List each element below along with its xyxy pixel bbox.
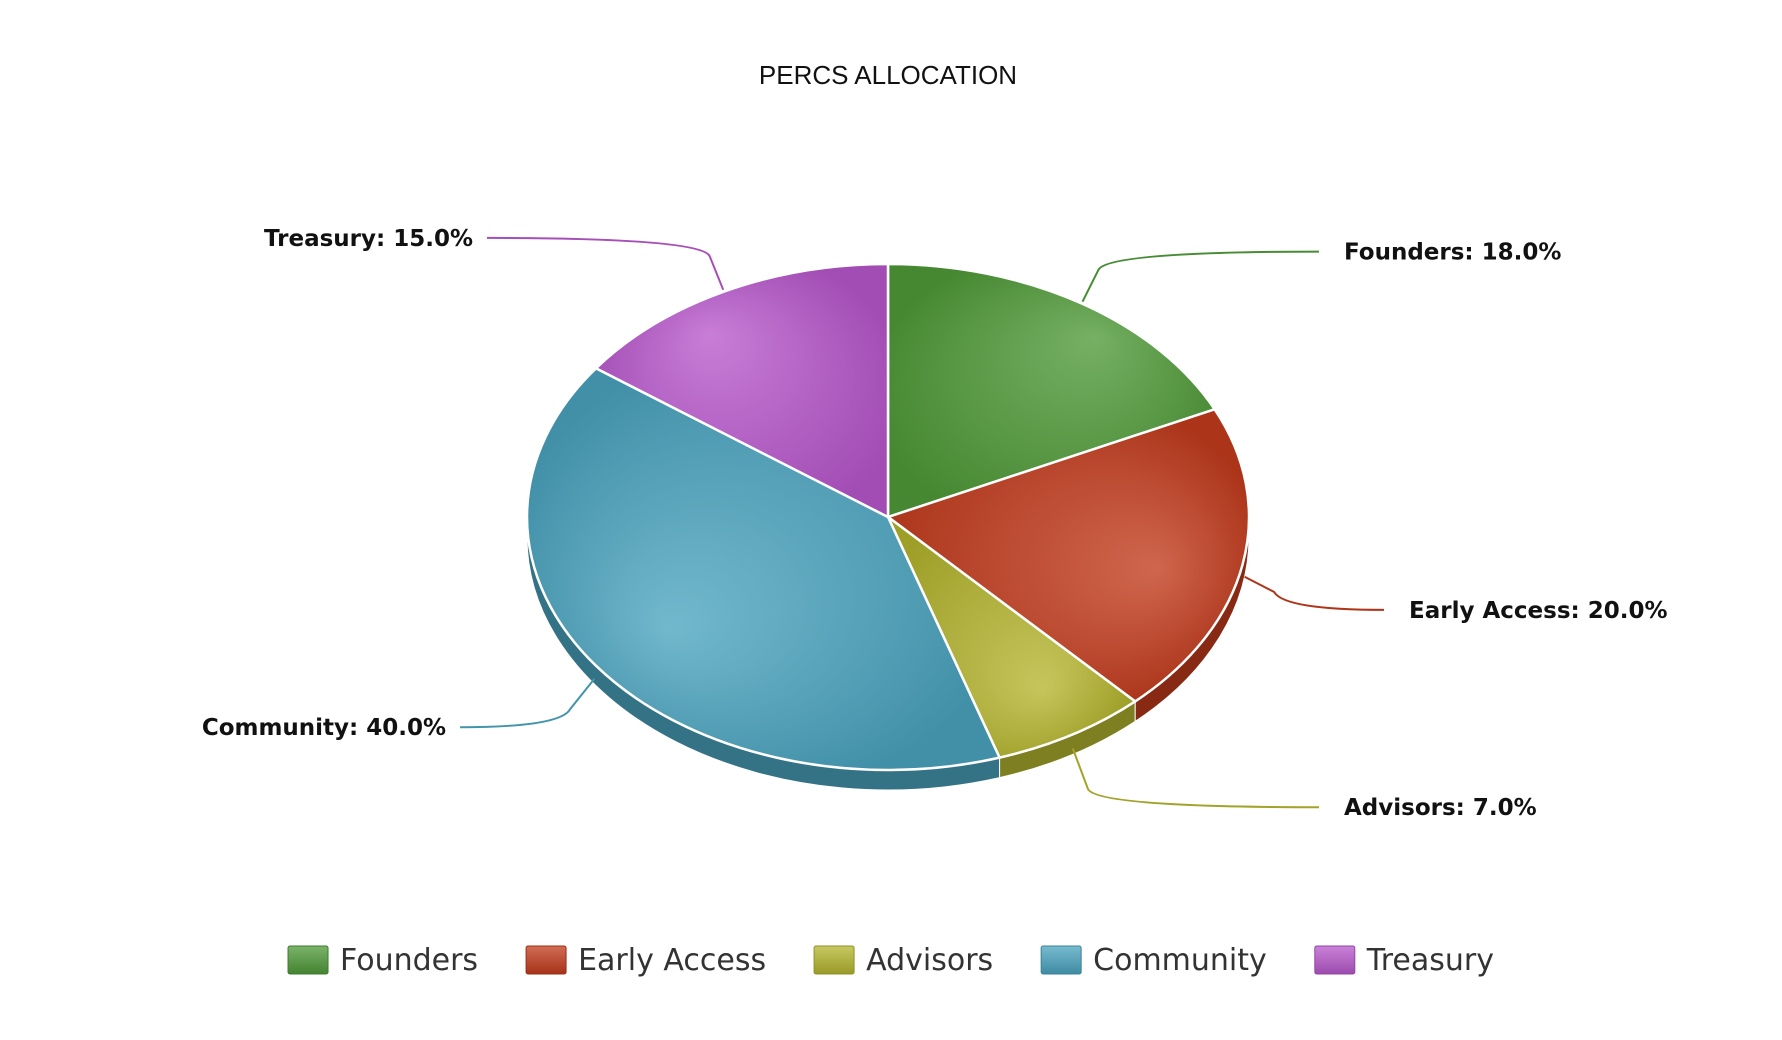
data-labels-layer: Founders: 18.0% Early Access: 20.0% Adviso… xyxy=(202,226,1668,821)
data-label-founders: Founders: 18.0% xyxy=(1344,240,1561,266)
legend-swatch-advisors xyxy=(813,945,855,975)
legend-item-founders[interactable]: Founders xyxy=(287,943,478,978)
legend-swatch-community xyxy=(1040,945,1082,975)
legend: Founders Early Access Advisors Community Tre… xyxy=(287,943,1494,978)
pie-slice-founders[interactable] xyxy=(886,262,1216,519)
legend-swatch-treasury xyxy=(1314,945,1356,975)
data-label-early-access: Early Access: 20.0% xyxy=(1409,598,1668,624)
pie-slice-early-access[interactable] xyxy=(886,408,1251,703)
data-label-advisors: Advisors: 7.0% xyxy=(1344,795,1537,821)
connector-early-access xyxy=(1244,575,1385,611)
legend-item-advisors[interactable]: Advisors xyxy=(813,943,993,978)
pie-slice-advisors[interactable] xyxy=(886,515,1137,759)
legend-item-early-access[interactable]: Early Access xyxy=(525,943,766,978)
legend-swatch-founders xyxy=(287,945,329,975)
legend-label-treasury: Treasury xyxy=(1366,943,1494,978)
pie-slice-treasury[interactable] xyxy=(594,262,890,519)
legend-label-early-access: Early Access xyxy=(578,943,766,978)
data-label-treasury: Treasury: 15.0% xyxy=(264,226,473,252)
pie-slices-layer xyxy=(525,262,1251,772)
data-label-community: Community: 40.0% xyxy=(202,715,446,741)
connector-community xyxy=(460,678,596,729)
connector-founders xyxy=(1081,250,1320,303)
pie-slice-community[interactable] xyxy=(525,367,1001,772)
connector-treasury xyxy=(486,236,725,291)
legend-label-community: Community xyxy=(1093,943,1267,978)
legend-item-community[interactable]: Community xyxy=(1040,943,1267,978)
label-connectors-layer xyxy=(460,236,1385,809)
legend-item-treasury[interactable]: Treasury xyxy=(1314,943,1494,978)
legend-swatch-early-access xyxy=(525,945,567,975)
connector-advisors xyxy=(1071,748,1320,809)
legend-label-founders: Founders xyxy=(340,943,478,978)
legend-label-advisors: Advisors xyxy=(866,943,993,978)
chart-title: PERCS ALLOCATION xyxy=(759,60,1017,90)
